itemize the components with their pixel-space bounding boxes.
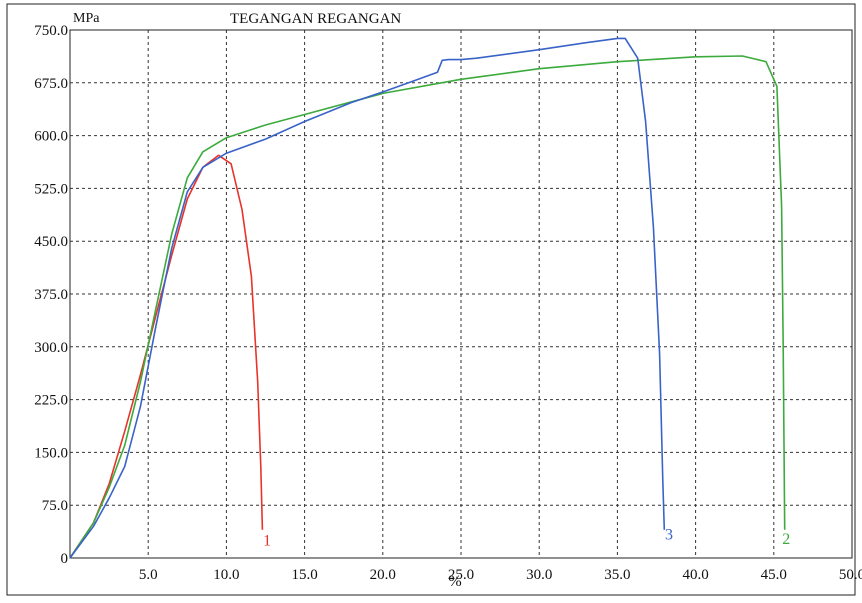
x-tick-label: 30.0	[526, 567, 552, 583]
y-tick-label: 600.0	[34, 129, 68, 145]
x-tick-label: 20.0	[370, 567, 396, 583]
y-tick-label: 525.0	[34, 181, 68, 197]
x-axis-unit-label: %	[448, 573, 461, 590]
chart-title: TEGANGAN REGANGAN	[230, 11, 401, 27]
series-end-labels: 1 3 2	[263, 527, 790, 550]
series-line-3	[69, 37, 666, 559]
tick-labels: 5.0 10.0 15.0 20.0 25.0 30.0 35.0 40.0 45.0 50.0 0…	[34, 23, 862, 583]
y-tick-label: 675.0	[34, 76, 68, 92]
y-tick-label: 150.0	[34, 445, 68, 461]
series-line-2	[69, 55, 786, 559]
x-tick-label: 5.0	[139, 567, 158, 583]
y-tick-label: 0	[61, 551, 69, 567]
series-label-3: 3	[665, 527, 673, 544]
y-axis-unit-label: MPa	[73, 11, 100, 26]
series-group	[69, 37, 786, 559]
x-tick-label: 45.0	[761, 567, 787, 583]
plot-area-border	[69, 29, 853, 559]
x-tick-label: 40.0	[682, 567, 708, 583]
outer-frame	[6, 3, 856, 596]
series-line-1	[69, 154, 264, 559]
x-tick-label: 50.0	[839, 567, 862, 583]
y-tick-label: 375.0	[34, 287, 68, 303]
series-label-2: 2	[782, 531, 790, 548]
y-tick-label: 450.0	[34, 234, 68, 250]
x-tick-label: 15.0	[291, 567, 317, 583]
series-label-1: 1	[263, 532, 271, 549]
y-tick-label: 300.0	[34, 340, 68, 356]
y-tick-label: 75.0	[42, 498, 68, 514]
y-tick-label: 750.0	[34, 23, 68, 39]
grid	[70, 30, 852, 558]
x-tick-label: 10.0	[213, 567, 239, 583]
x-tick-label: 35.0	[604, 567, 630, 583]
y-tick-label: 225.0	[34, 393, 68, 409]
x-tick-label: 25.0	[448, 567, 474, 583]
